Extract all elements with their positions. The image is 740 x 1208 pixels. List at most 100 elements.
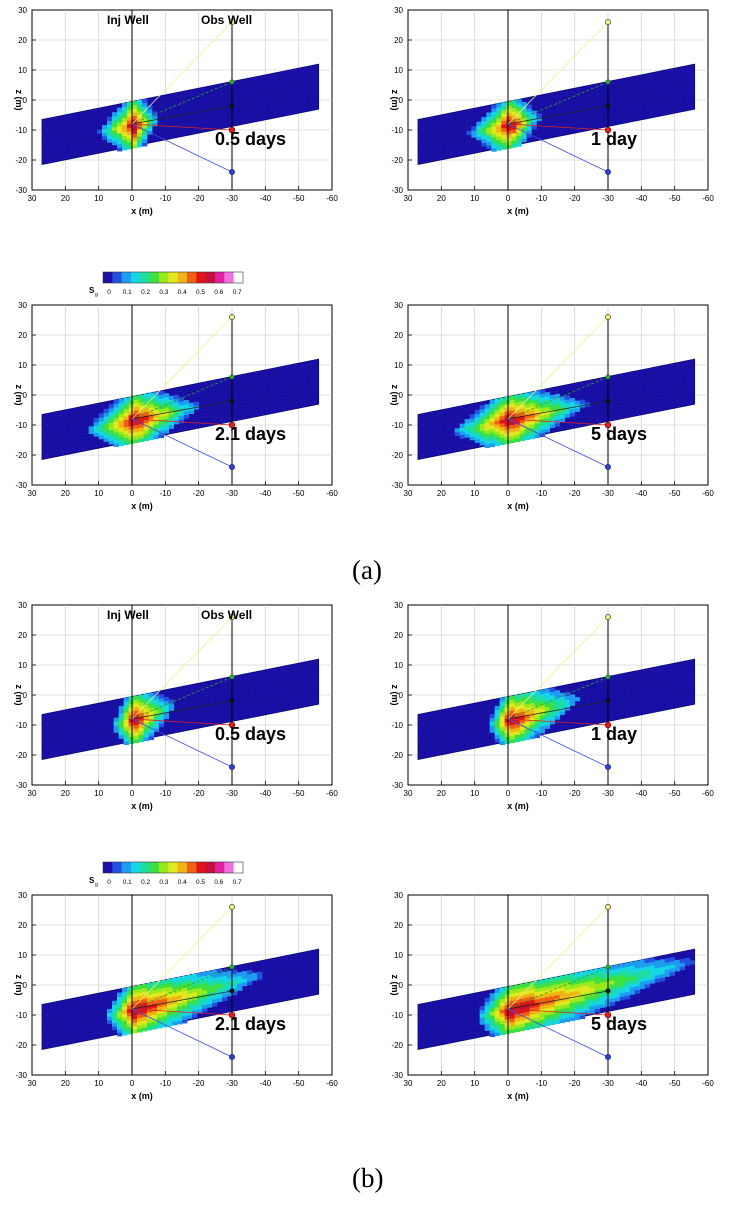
plume-cell [496,135,502,140]
plume-cell [113,417,120,422]
plume-cell [534,708,541,713]
plume-cell [107,124,113,129]
plume-cell [559,1011,566,1016]
x-tick-label: -20 [569,489,581,498]
plume-cell [112,119,118,124]
plume-cell [499,415,506,420]
plume-cell [559,1008,566,1013]
plume-cell [157,1009,163,1014]
mesh-line [41,681,319,738]
plume-cell [544,421,551,426]
ray-red [131,418,233,426]
plume-cell [604,977,611,982]
plume-cell [162,990,168,995]
plume-cell [93,418,100,423]
plume-cell [494,999,501,1004]
plume-cell [123,426,130,431]
plume-cell [177,987,183,992]
x-tick-label: -40 [260,789,272,798]
y-tick-label: -10 [15,1011,27,1020]
plume-cell [88,429,95,435]
plume-cell [494,992,501,997]
x-tick-label: -30 [226,789,238,798]
plume-cell [549,702,556,707]
colorbar-tick: 0.7 [233,879,242,886]
plume-cell [529,434,536,440]
plume-cell [559,982,566,988]
plume-cell [143,404,150,409]
plume-cell [519,400,526,406]
plume-cell [499,408,506,413]
plume-cell [153,706,160,711]
plume-cell [232,969,238,974]
plume-cell [519,693,526,698]
plume-cell [128,732,135,737]
plume-cell [499,419,506,424]
plume-cell [128,411,135,416]
y-tick-label: -10 [391,721,403,730]
mesh-line [417,93,695,150]
plume-cell [516,135,522,140]
plume-cell [148,407,155,412]
plume-cell [509,413,516,418]
plume-cell [112,115,118,120]
ray-green [507,376,609,420]
colorbar: 0 0.1 0.2 0.3 0.4 0.5 0.6 0.7S g [89,271,244,298]
plume-cell [202,1004,208,1009]
plume-cell [242,982,248,987]
plume-cell [504,696,511,701]
ray-blue [507,718,609,768]
plume-cell [128,421,135,427]
plume-cell [579,996,586,1002]
x-tick-label: -30 [602,194,614,203]
ray-red [507,123,609,131]
plume-cell [148,421,155,426]
plume-cell [564,981,571,987]
plume-cell [479,416,486,421]
plume-cell [158,433,165,439]
colorbar-swatch [196,272,206,283]
plume-cell [138,719,145,725]
plume-cell [504,736,511,741]
plume-cell [494,734,501,739]
colorbar-swatch [131,862,141,873]
plume-cell [132,1018,138,1023]
plume-cell [193,401,200,406]
plume-cell [499,697,506,702]
plume-cell [163,393,170,398]
plume-cell [143,418,150,424]
plume-cell [163,429,170,434]
plume-cell [491,115,497,120]
plume-cell [172,1021,178,1026]
plume-cell [524,1004,531,1009]
plume-cell [476,132,482,137]
plume-cell [132,101,138,106]
plume-cell [153,420,160,425]
plume-cell [629,986,636,992]
plume-cell [162,1012,168,1017]
plume-cell [132,137,138,142]
plume-cell [117,129,123,134]
plume-cell [559,700,566,705]
plume-cell [559,1004,566,1009]
plume-cell [554,983,561,989]
mesh-line [41,673,319,730]
plume-cell [574,1015,581,1021]
plume-cell [138,698,145,703]
plume-cell [554,404,561,409]
plume-cell [604,973,611,979]
y-tick-label: 20 [18,631,27,640]
plume-cell [212,988,218,993]
plume-cell [664,958,671,963]
plume-cell [639,959,646,964]
plume-cell [579,1004,586,1009]
plume-cell [232,980,238,985]
plume-cell [654,978,661,983]
plume-cell [509,713,516,718]
colorbar-swatch [103,272,113,283]
plume-cell [142,124,148,129]
plume-cell [127,1026,133,1031]
plume-cell [624,962,631,967]
plume-cell [659,973,666,978]
plume-cell [143,415,150,420]
